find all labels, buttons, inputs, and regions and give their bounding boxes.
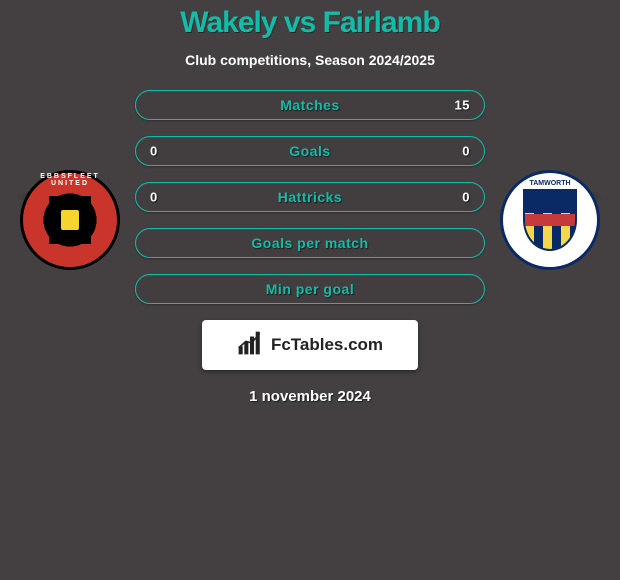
stat-label: Matches — [280, 97, 340, 113]
vs-text: vs — [284, 6, 315, 39]
stat-label: Min per goal — [266, 281, 354, 297]
stat-right-value: 0 — [462, 144, 470, 159]
stat-right-value: 15 — [455, 98, 470, 113]
comparison-panel: Wakely vs Fairlamb Club competitions, Se… — [0, 0, 620, 440]
subtitle: Club competitions, Season 2024/2025 — [0, 52, 620, 68]
stat-bar-matches: Matches 15 — [135, 90, 485, 120]
page-title: Wakely vs Fairlamb — [0, 6, 620, 40]
footer-date: 1 november 2024 — [0, 388, 620, 405]
brand-bars-icon — [237, 330, 263, 361]
stat-bar-hattricks: 0 Hattricks 0 — [135, 182, 485, 212]
stat-label: Hattricks — [278, 189, 342, 205]
stat-label: Goals — [289, 143, 330, 159]
brand-badge: FcTables.com — [202, 320, 418, 370]
shadow-right — [505, 187, 605, 207]
player-left-name: Wakely — [180, 6, 276, 39]
brand-text: FcTables.com — [271, 335, 383, 355]
player-right-name: Fairlamb — [323, 6, 440, 39]
stats-row-wrap: Matches 15 0 Goals 0 0 Hattricks 0 Goals… — [0, 90, 620, 304]
stat-right-value: 0 — [462, 190, 470, 205]
shadow-left — [15, 187, 115, 207]
stat-left-value: 0 — [150, 144, 158, 159]
stat-bar-goals-per-match: Goals per match — [135, 228, 485, 258]
stats-bars: Matches 15 0 Goals 0 0 Hattricks 0 Goals… — [135, 90, 485, 304]
stat-left-value: 0 — [150, 190, 158, 205]
stat-label: Goals per match — [251, 235, 368, 251]
stat-bar-goals: 0 Goals 0 — [135, 136, 485, 166]
stat-bar-min-per-goal: Min per goal — [135, 274, 485, 304]
